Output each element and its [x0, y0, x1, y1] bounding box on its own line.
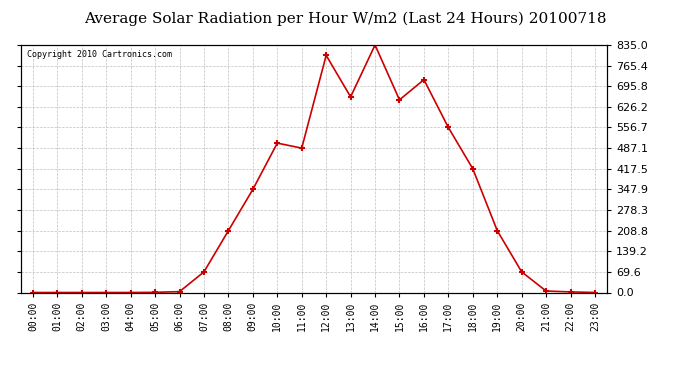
Text: Copyright 2010 Cartronics.com: Copyright 2010 Cartronics.com: [26, 50, 172, 59]
Text: Average Solar Radiation per Hour W/m2 (Last 24 Hours) 20100718: Average Solar Radiation per Hour W/m2 (L…: [83, 11, 607, 26]
